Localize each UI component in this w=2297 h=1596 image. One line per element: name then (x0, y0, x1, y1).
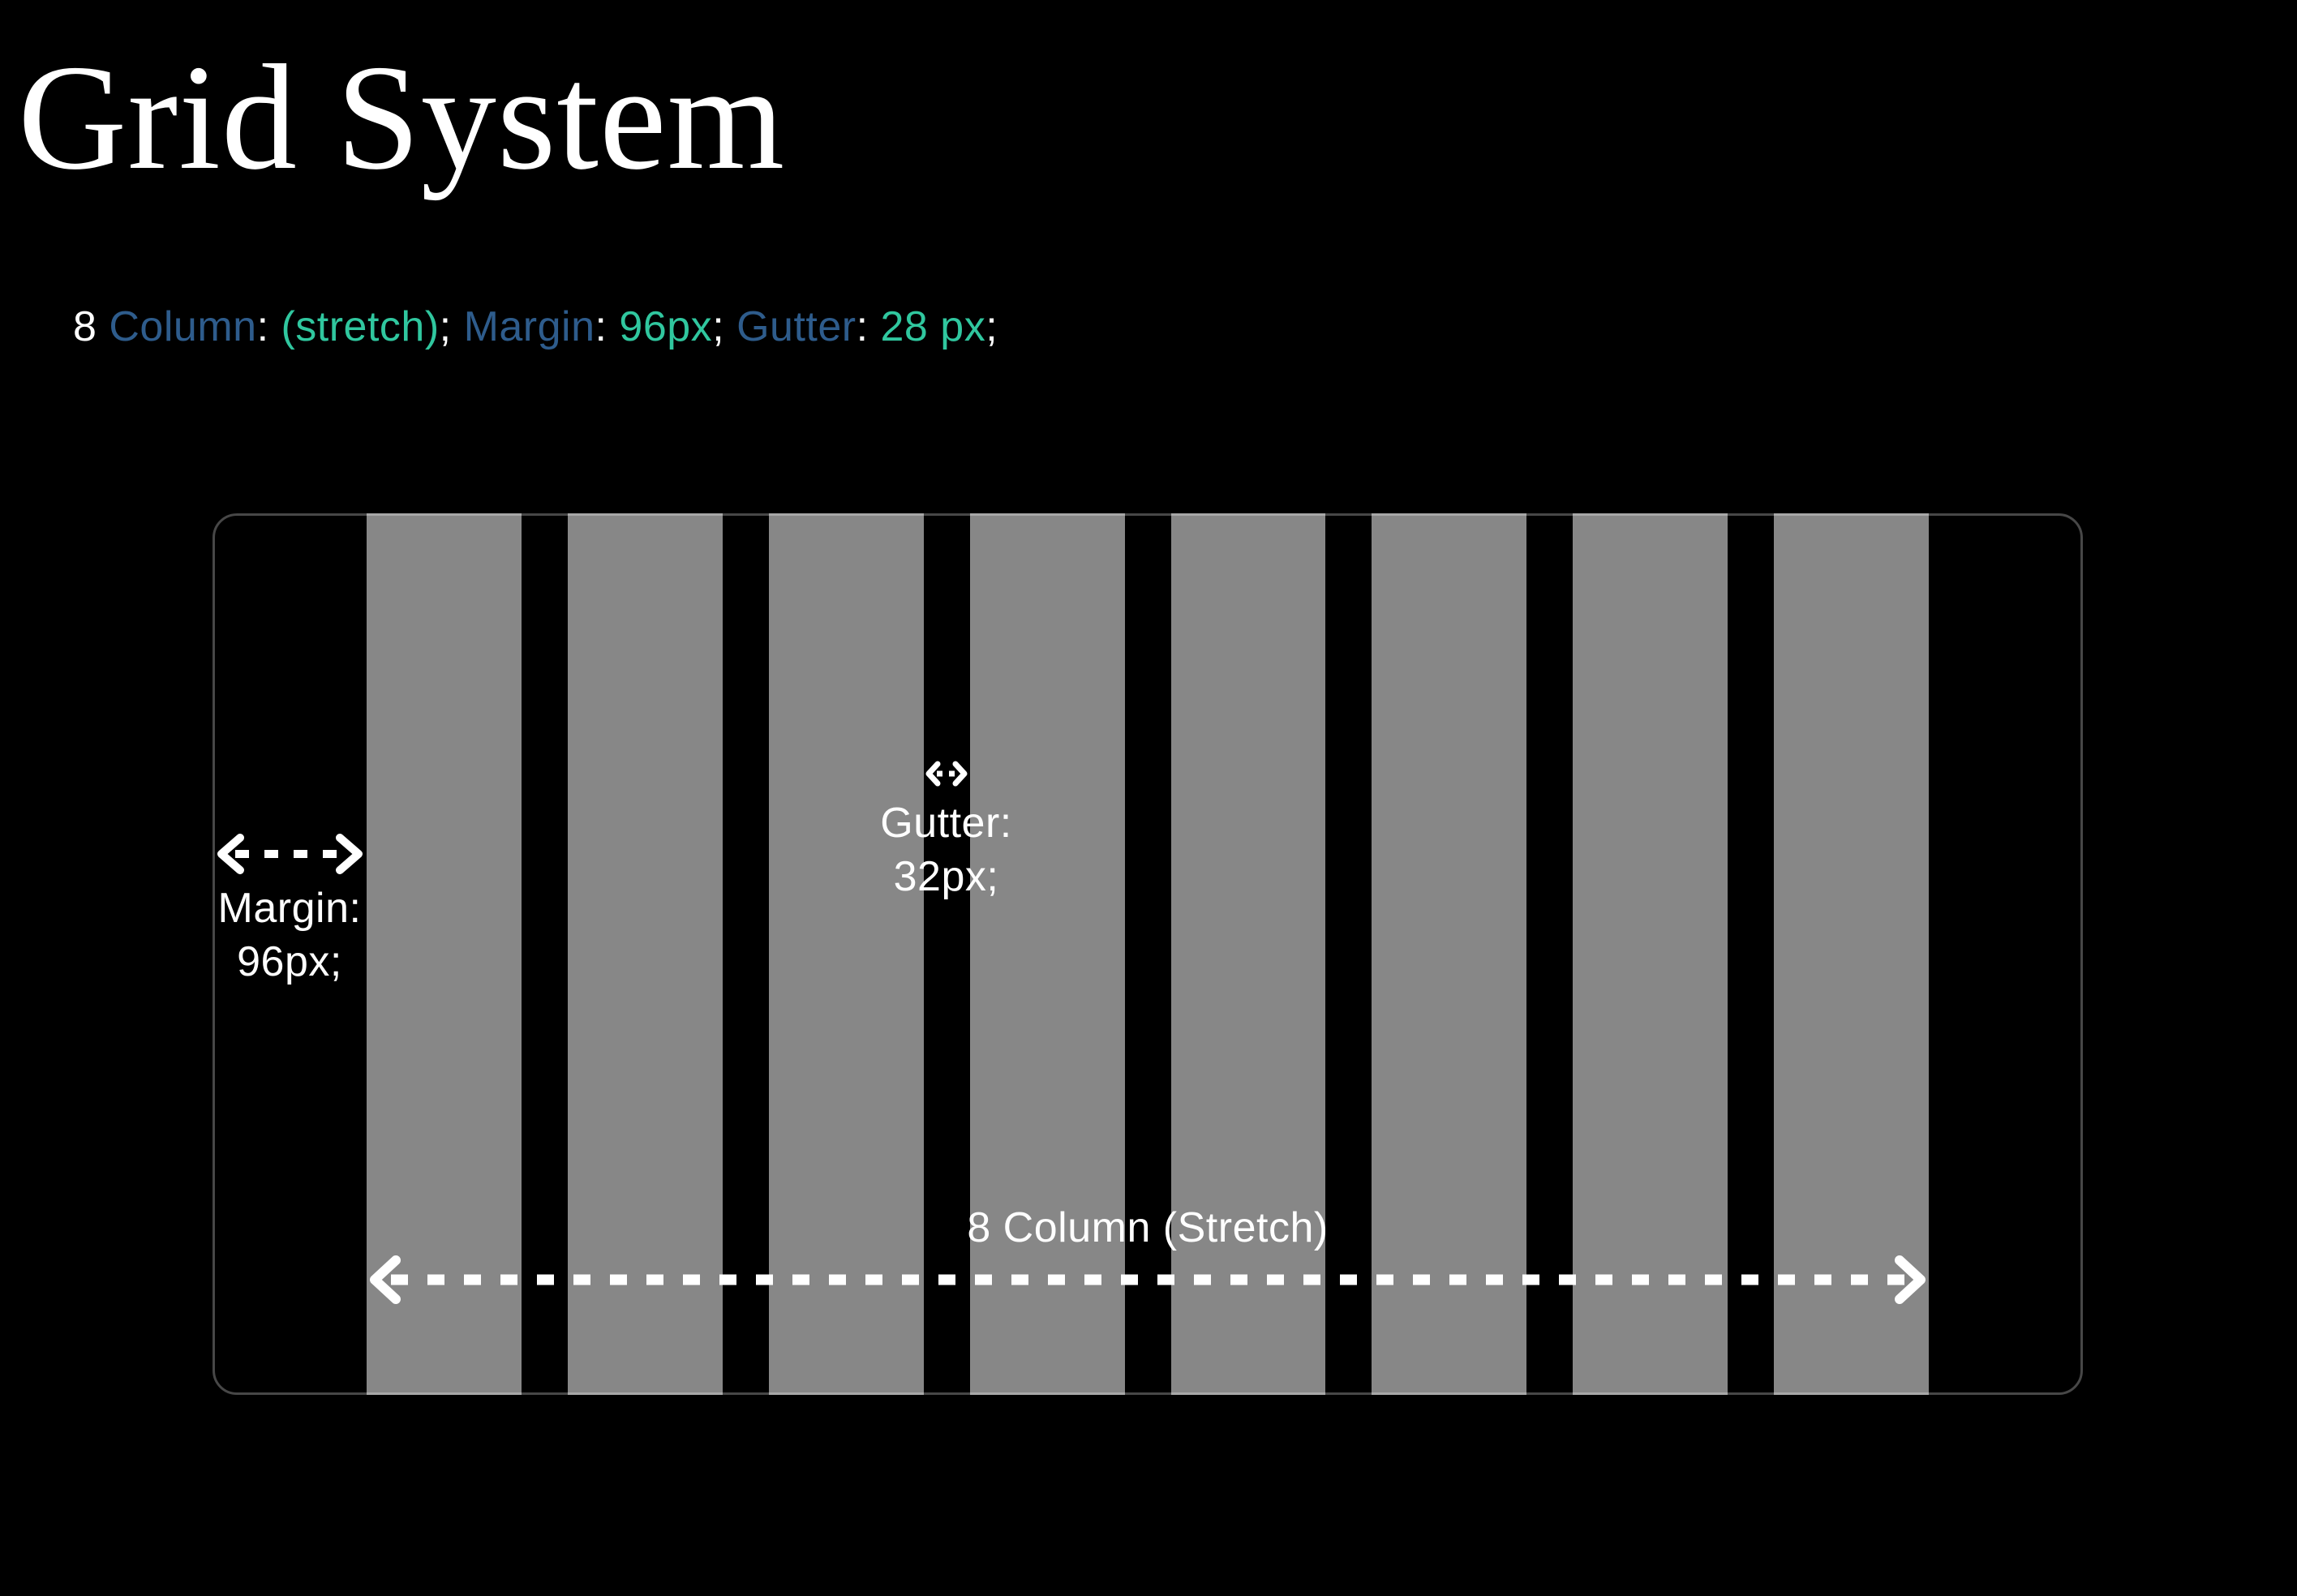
grid-columns-track (367, 513, 1929, 1395)
spec-segment: ; (712, 303, 737, 350)
column-stretch-arrow-icon (370, 1255, 1926, 1304)
spec-segment: (stretch) (281, 303, 440, 350)
grid-column (1372, 513, 1527, 1395)
spec-segment: 96px (619, 303, 713, 350)
gutter-annotation: Gutter: 32px; (880, 761, 1011, 903)
gutter-width-arrow-icon (925, 761, 967, 787)
grid-column (768, 513, 924, 1395)
column-stretch-annotation: 8 Column (Stretch) (367, 1203, 1929, 1305)
margin-label-line1: Margin: (217, 885, 362, 932)
gutter-label-line2: 32px; (893, 853, 999, 900)
margin-label: Margin: 96px; (218, 882, 362, 989)
spec-segment: : (256, 303, 281, 350)
spec-segment: 28 px (880, 303, 986, 350)
gutter-label-line1: Gutter: (880, 800, 1012, 847)
spec-segment: : (595, 303, 620, 350)
spec-segment: 8 (73, 303, 109, 350)
spec-segment: : (856, 303, 881, 350)
spec-segment: ; (439, 303, 464, 350)
spec-segment: Gutter (736, 303, 857, 350)
page-title: Grid System (18, 34, 786, 201)
spec-segment: ; (985, 303, 998, 350)
grid-column (1774, 513, 1929, 1395)
grid-column (567, 513, 723, 1395)
grid-spec-summary: 8 Column: (stretch); Margin: 96px; Gutte… (73, 302, 998, 352)
column-stretch-label: 8 Column (Stretch) (967, 1204, 1329, 1251)
margin-label-line2: 96px; (237, 938, 342, 985)
grid-column (1573, 513, 1728, 1395)
grid-preview-frame: Margin: 96px; Gutter: 32px; 8 Column (St… (213, 513, 2083, 1395)
spec-segment: Margin (463, 303, 595, 350)
margin-width-arrow-icon (217, 834, 363, 874)
spec-segment: Column (109, 303, 257, 350)
margin-annotation: Margin: 96px; (213, 833, 367, 989)
gutter-label: Gutter: 32px; (880, 796, 1011, 903)
grid-column (969, 513, 1125, 1395)
grid-column (367, 513, 522, 1395)
grid-column (1170, 513, 1326, 1395)
